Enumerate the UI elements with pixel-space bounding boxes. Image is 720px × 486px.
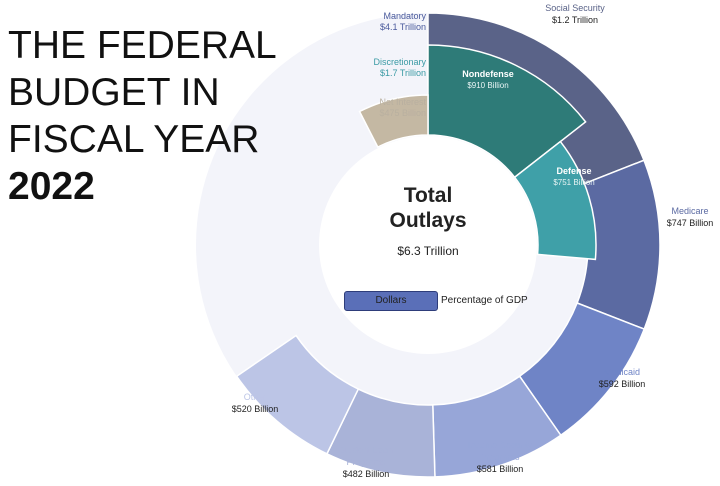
- title-line: 2022: [8, 165, 95, 208]
- label: $475 Billion: [379, 108, 426, 118]
- label: $747 Billion: [666, 218, 714, 228]
- label: $751 Billion: [553, 178, 595, 187]
- label: Net Interest: [379, 97, 426, 107]
- label: Social Security: [545, 3, 605, 13]
- label: $520 Billion: [231, 404, 279, 414]
- label: Mandatory: [383, 11, 426, 21]
- label: Defense: [556, 166, 592, 176]
- center-title: Total Outlays: [389, 184, 467, 232]
- title-line: BUDGET IN: [8, 71, 220, 114]
- label: Student Loan Programs: [339, 445, 393, 467]
- net-interest-segment: [358, 94, 429, 149]
- label: $910 Billion: [467, 81, 509, 90]
- toggle-gdp[interactable]: Percentage of GDP: [441, 295, 528, 306]
- label: $4.1 Trillion: [379, 22, 426, 32]
- label: $592 Billion: [598, 379, 646, 389]
- toggle-dollars[interactable]: Dollars: [344, 291, 438, 311]
- label: $1.2 Trillion: [551, 15, 599, 25]
- title-line: FISCAL YEAR: [8, 118, 260, 161]
- label: $482 Billion: [342, 469, 390, 479]
- outer-segment: [235, 334, 360, 455]
- discretionary-segment: [427, 44, 587, 179]
- center-total: $6.3 Trillion: [397, 244, 459, 258]
- label: Nondefense: [462, 69, 514, 79]
- label: Other: [243, 392, 267, 402]
- label: Discretionary: [373, 57, 426, 67]
- label: Medicaid: [603, 367, 641, 377]
- title: THE FEDERAL BUDGET IN FISCAL YEAR 2022: [8, 22, 277, 210]
- title-line: THE FEDERAL: [8, 24, 277, 67]
- label: $581 Billion: [476, 464, 524, 474]
- discretionary-segment: [513, 140, 597, 261]
- label: Medicare: [671, 206, 709, 216]
- label: $1.7 Trillion: [379, 68, 426, 78]
- label: Income Security Programs: [467, 440, 533, 462]
